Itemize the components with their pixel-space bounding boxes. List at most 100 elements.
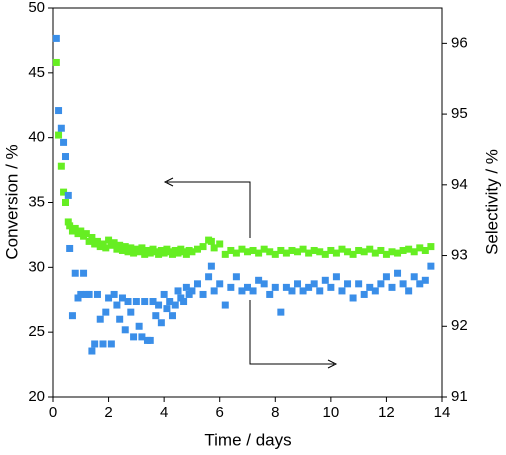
- marker: [394, 269, 402, 277]
- marker: [232, 273, 240, 281]
- marker: [80, 269, 88, 277]
- marker: [310, 246, 318, 254]
- marker: [180, 298, 188, 306]
- marker: [316, 248, 324, 256]
- marker: [421, 276, 429, 284]
- marker: [399, 246, 407, 254]
- marker: [138, 244, 146, 252]
- marker: [118, 246, 126, 254]
- marker: [338, 245, 346, 253]
- marker: [427, 262, 435, 270]
- marker: [130, 333, 138, 341]
- arrow-right: [249, 300, 334, 365]
- marker: [116, 241, 124, 249]
- marker: [299, 287, 307, 295]
- marker: [349, 294, 357, 302]
- marker: [121, 326, 129, 334]
- marker: [177, 294, 185, 302]
- marker: [174, 287, 182, 295]
- marker: [88, 347, 96, 355]
- marker: [82, 230, 90, 238]
- marker: [305, 249, 313, 257]
- marker: [282, 249, 290, 257]
- y-tick-label: 20: [28, 388, 45, 405]
- marker: [193, 245, 201, 253]
- marker: [305, 283, 313, 291]
- marker: [93, 237, 101, 245]
- marker: [64, 191, 72, 199]
- marker: [127, 244, 135, 252]
- x-tick-label: 2: [104, 404, 112, 421]
- marker: [355, 246, 363, 254]
- marker: [160, 290, 168, 298]
- marker: [135, 248, 143, 256]
- marker: [221, 301, 229, 309]
- marker: [355, 280, 363, 288]
- marker: [105, 294, 113, 302]
- marker: [52, 34, 60, 42]
- marker: [149, 298, 157, 306]
- x-tick-label: 6: [216, 404, 224, 421]
- marker: [327, 283, 335, 291]
- y-tick-label: 35: [28, 193, 45, 210]
- marker: [344, 280, 352, 288]
- marker: [244, 283, 251, 291]
- x-tick-label: 14: [434, 404, 451, 421]
- marker: [152, 312, 160, 320]
- marker: [344, 248, 352, 256]
- marker: [210, 287, 218, 295]
- marker: [421, 246, 429, 254]
- marker: [382, 273, 390, 281]
- marker: [188, 248, 196, 256]
- marker: [157, 319, 165, 327]
- y2-tick-label: 94: [451, 176, 468, 193]
- marker: [377, 280, 385, 288]
- marker: [244, 248, 251, 256]
- marker: [135, 322, 143, 330]
- marker: [91, 340, 99, 348]
- marker: [388, 248, 396, 256]
- marker: [405, 245, 413, 253]
- marker: [371, 287, 379, 295]
- marker: [116, 315, 124, 323]
- marker: [310, 280, 318, 288]
- marker: [118, 294, 126, 302]
- x-tick-label: 12: [378, 404, 395, 421]
- marker: [107, 340, 115, 348]
- marker: [255, 249, 263, 257]
- marker: [394, 249, 402, 257]
- x-tick-label: 10: [323, 404, 340, 421]
- marker: [349, 250, 357, 258]
- marker: [85, 290, 93, 298]
- marker: [60, 188, 68, 196]
- marker: [124, 298, 132, 306]
- arrow-head: [163, 177, 174, 187]
- marker: [282, 283, 290, 291]
- marker: [102, 244, 110, 252]
- y-tick-label: 45: [28, 64, 45, 81]
- marker: [277, 246, 285, 254]
- y2-axis-title: Selectivity / %: [482, 149, 501, 255]
- y2-tick-label: 95: [451, 105, 468, 122]
- marker: [255, 276, 263, 284]
- marker: [410, 248, 418, 256]
- marker: [294, 280, 302, 288]
- marker: [399, 280, 407, 288]
- marker: [221, 250, 229, 258]
- marker: [227, 246, 235, 254]
- marker: [266, 290, 274, 298]
- marker: [377, 246, 385, 254]
- marker: [66, 222, 74, 230]
- marker: [366, 283, 374, 291]
- marker: [130, 249, 138, 257]
- y2-tick-label: 92: [451, 317, 468, 334]
- x-tick-label: 4: [160, 404, 168, 421]
- marker: [68, 312, 76, 320]
- marker: [199, 243, 207, 251]
- marker: [55, 131, 63, 139]
- marker: [77, 290, 85, 298]
- marker: [57, 162, 65, 170]
- marker: [71, 269, 79, 277]
- marker: [113, 301, 121, 309]
